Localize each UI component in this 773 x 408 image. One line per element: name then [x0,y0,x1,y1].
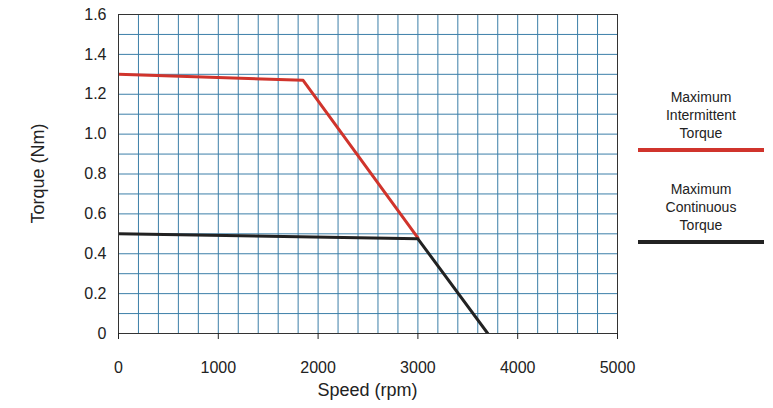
svg-text:0: 0 [114,359,123,376]
svg-text:0.8: 0.8 [84,165,106,182]
html-text:Torque (Nm): Torque (Nm) [27,123,48,224]
html-text:Maximum Intermittent Torque: Maximum Intermittent Torque [666,89,736,141]
svg-text:0.4: 0.4 [84,245,106,262]
svg-text:0: 0 [98,325,107,342]
html-text:Speed (rpm): Speed (rpm) [317,380,418,400]
svg-text:1.6: 1.6 [84,6,106,23]
svg-text:1.2: 1.2 [84,85,106,102]
svg-text:4000: 4000 [500,359,536,376]
svg-text:2000: 2000 [300,359,336,376]
svg-text:0.2: 0.2 [84,285,106,302]
html-text:Maximum Continuous Torque: Maximum Continuous Torque [665,181,737,233]
svg-text:1.4: 1.4 [84,45,106,62]
svg-text:1000: 1000 [201,359,237,376]
svg-text:0.6: 0.6 [84,205,106,222]
svg-text:3000: 3000 [400,359,436,376]
svg-text:5000: 5000 [600,359,636,376]
svg-text:1.0: 1.0 [84,125,106,142]
